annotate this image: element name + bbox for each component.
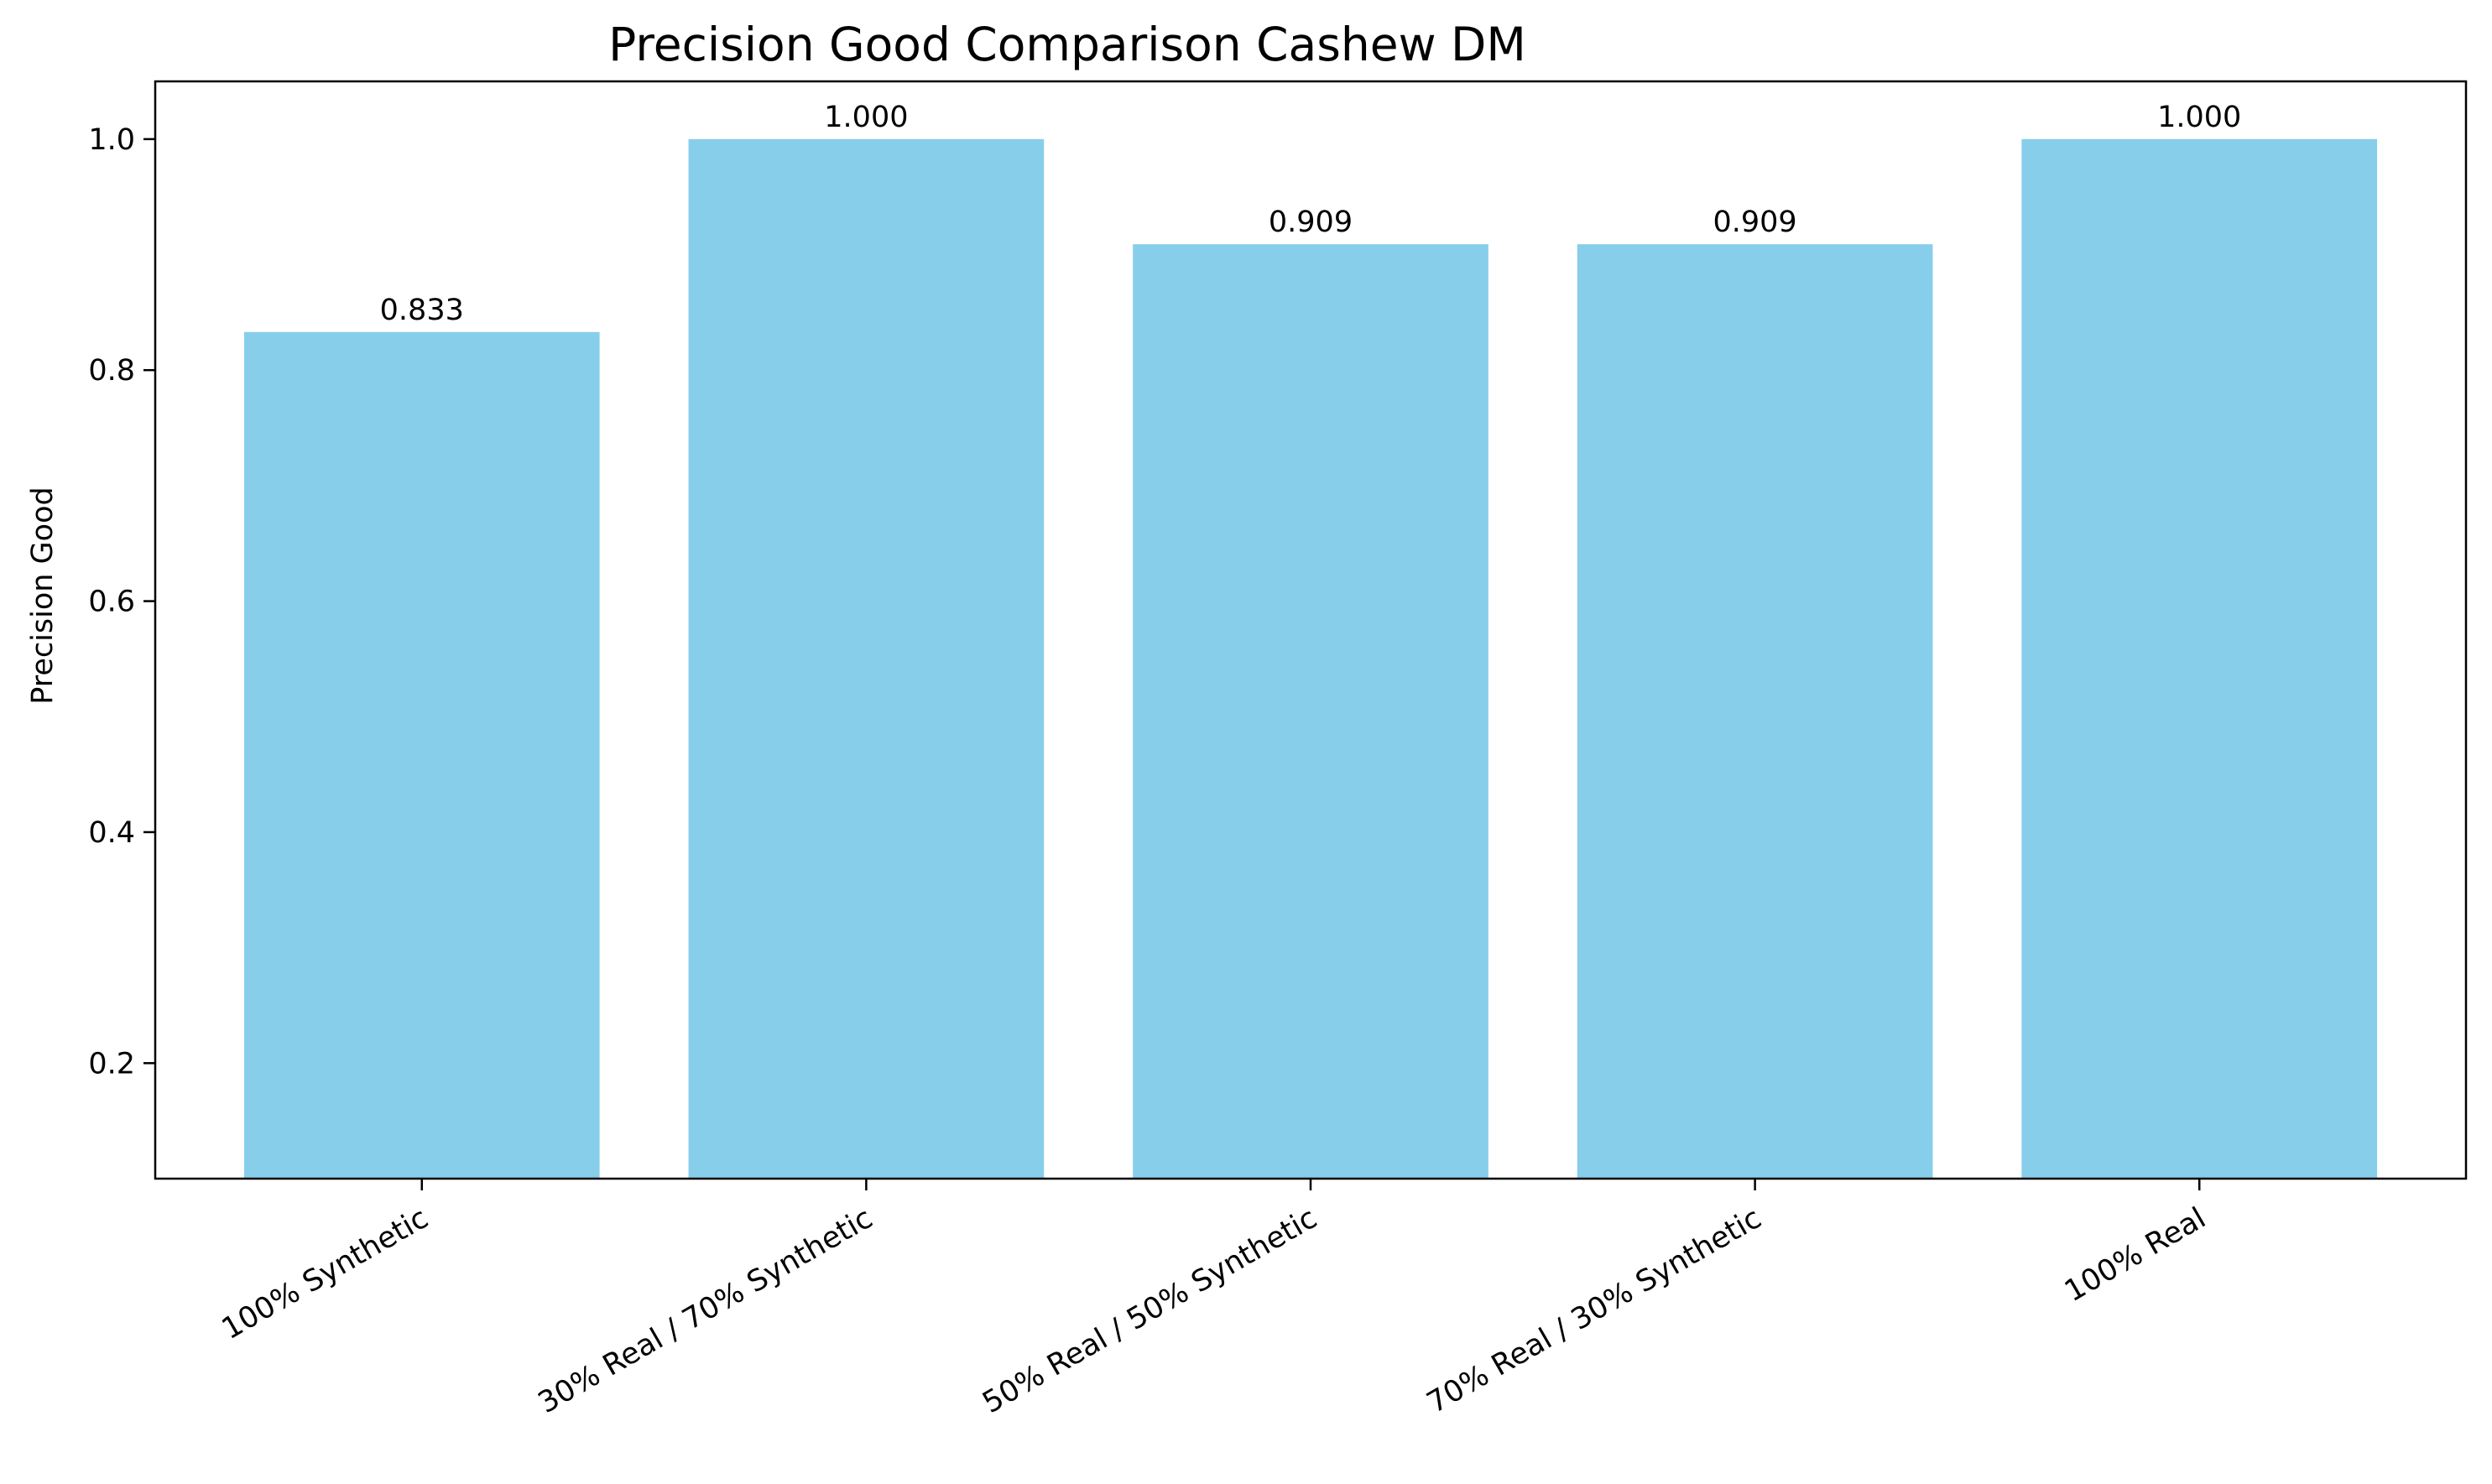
x-tick-label-1: 100% Synthetic (216, 1201, 434, 1346)
x-axis-ticks: 100% Synthetic 30% Real / 70% Synthetic 50… (216, 1179, 2212, 1420)
bar-value-label-2: 1.000 (824, 101, 908, 134)
x-tick-label-2: 30% Real / 70% Synthetic (533, 1201, 878, 1420)
x-tick-label-3: 50% Real / 50% Synthetic (978, 1201, 1323, 1420)
bar-value-label-5: 1.000 (2157, 101, 2241, 134)
bar-value-label-1: 0.833 (380, 294, 464, 327)
bar-value-labels: 0.833 1.000 0.909 0.909 1.000 (380, 101, 2242, 327)
bars-group (243, 138, 2378, 1179)
x-tick-label-4: 70% Real / 30% Synthetic (1421, 1201, 1767, 1420)
bar-value-label-4: 0.909 (1713, 206, 1797, 239)
bar-1 (243, 331, 600, 1179)
bar-4 (1577, 244, 1933, 1179)
y-tick-label-4: 0.8 (88, 354, 135, 388)
y-tick-label-2: 0.4 (88, 816, 135, 850)
y-axis-ticks: 0.2 0.4 0.6 0.8 1.0 (88, 123, 155, 1080)
chart-title: Precision Good Comparison Cashew DM (608, 18, 1526, 71)
y-tick-label-1: 0.2 (88, 1047, 135, 1080)
bar-value-label-3: 0.909 (1269, 206, 1353, 239)
plot-area-frame (154, 80, 2468, 1180)
y-axis-label: Precision Good (26, 487, 60, 704)
bar-3 (1133, 244, 1488, 1179)
bar-2 (688, 138, 1045, 1179)
y-tick-label-3: 0.6 (88, 586, 135, 619)
bar-5 (2021, 138, 2378, 1179)
y-tick-label-5: 1.0 (88, 123, 135, 157)
x-tick-label-5: 100% Real (2059, 1201, 2212, 1309)
